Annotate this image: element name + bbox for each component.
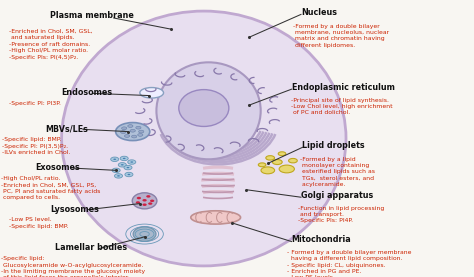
Text: Endosomes: Endosomes: [62, 88, 113, 97]
Ellipse shape: [142, 203, 147, 206]
Text: -Specific lipid:
 Glucosylceramide w-O-acylglucosylceramide.
-In the limiting me: -Specific lipid: Glucosylceramide w-O-ac…: [1, 256, 145, 277]
Ellipse shape: [115, 170, 118, 171]
Ellipse shape: [191, 211, 240, 224]
Text: MBVs/LEs: MBVs/LEs: [45, 124, 88, 133]
Ellipse shape: [136, 201, 140, 204]
Text: Nucleus: Nucleus: [301, 8, 337, 17]
Ellipse shape: [124, 135, 130, 137]
Ellipse shape: [120, 156, 128, 161]
Ellipse shape: [115, 174, 122, 178]
Ellipse shape: [127, 167, 129, 168]
Text: -Function in lipid processing
 and transport.
-Specific PIs: PI4P.: -Function in lipid processing and transp…: [298, 206, 384, 223]
Ellipse shape: [110, 157, 118, 161]
Text: -Specific PI: PI3P.: -Specific PI: PI3P.: [9, 101, 62, 106]
Ellipse shape: [118, 163, 126, 167]
Ellipse shape: [136, 126, 141, 129]
Ellipse shape: [117, 175, 120, 177]
Ellipse shape: [150, 199, 155, 202]
Ellipse shape: [266, 156, 274, 160]
Text: Golgi apparatus: Golgi apparatus: [301, 191, 373, 200]
Ellipse shape: [289, 158, 297, 163]
Text: -Enriched in Chol, SM, GSL,
 and saturated lipids.
-Presence of raft domains.
-H: -Enriched in Chol, SM, GSL, and saturate…: [9, 29, 93, 60]
Ellipse shape: [132, 193, 157, 209]
Text: Mitochondria: Mitochondria: [292, 235, 351, 244]
Ellipse shape: [124, 165, 132, 170]
Text: Lamellar bodies: Lamellar bodies: [55, 243, 127, 252]
Ellipse shape: [146, 195, 151, 198]
Ellipse shape: [112, 168, 120, 173]
Ellipse shape: [142, 199, 147, 201]
Text: - Formed by a double bilayer membrane
  having a different lipid composition.
- : - Formed by a double bilayer membrane ha…: [287, 250, 411, 277]
Ellipse shape: [121, 127, 127, 130]
Text: -Specific lipid: BMP.
-Specific PI: PI(3,5)P₂.
-ILVs enriched in Chol.: -Specific lipid: BMP. -Specific PI: PI(3…: [2, 137, 71, 155]
Ellipse shape: [137, 197, 141, 199]
Ellipse shape: [279, 165, 294, 173]
Text: -Formed by a lipid
 monolayer containing
 esterified lipids such as
 TGs,  stero: -Formed by a lipid monolayer containing …: [300, 157, 374, 187]
Ellipse shape: [128, 174, 130, 175]
Ellipse shape: [258, 163, 266, 167]
Ellipse shape: [133, 227, 156, 241]
Ellipse shape: [278, 152, 286, 156]
Ellipse shape: [130, 129, 136, 132]
Ellipse shape: [116, 122, 150, 140]
Text: -High Chol/PL ratio.
-Enriched in Chol, SM, GSL, PS,
 PC, PI and saturated fatty: -High Chol/PL ratio. -Enriched in Chol, …: [1, 176, 100, 200]
Ellipse shape: [140, 88, 164, 98]
Text: Plasma membrane: Plasma membrane: [51, 11, 134, 20]
Ellipse shape: [121, 164, 124, 165]
Ellipse shape: [130, 161, 133, 163]
Ellipse shape: [273, 160, 282, 165]
Text: Lipid droplets: Lipid droplets: [302, 141, 365, 150]
Text: Endoplasmic reticulum: Endoplasmic reticulum: [292, 83, 394, 92]
Text: -Low PS level.
-Specific lipid: BMP.: -Low PS level. -Specific lipid: BMP.: [9, 217, 69, 229]
Ellipse shape: [120, 131, 126, 134]
Text: -Principal site of lipid synthesis.
-Low Chol level, high enrichment
 of PC and : -Principal site of lipid synthesis. -Low…: [291, 98, 392, 115]
Ellipse shape: [113, 158, 116, 160]
Ellipse shape: [128, 125, 133, 127]
Ellipse shape: [132, 135, 137, 138]
Ellipse shape: [179, 90, 229, 126]
Ellipse shape: [62, 11, 346, 266]
Text: Lysosomes: Lysosomes: [50, 205, 99, 214]
Ellipse shape: [261, 167, 274, 174]
Ellipse shape: [156, 62, 261, 159]
Ellipse shape: [123, 158, 126, 159]
Ellipse shape: [138, 130, 144, 133]
Ellipse shape: [148, 202, 153, 205]
Text: -Formed by a double bilayer
 membrane, nucleolus, nuclear
 matrix and chromatin : -Formed by a double bilayer membrane, nu…: [293, 24, 389, 48]
Ellipse shape: [125, 172, 133, 177]
Text: Exosomes: Exosomes: [36, 163, 80, 172]
Ellipse shape: [138, 134, 143, 136]
Ellipse shape: [128, 160, 136, 164]
